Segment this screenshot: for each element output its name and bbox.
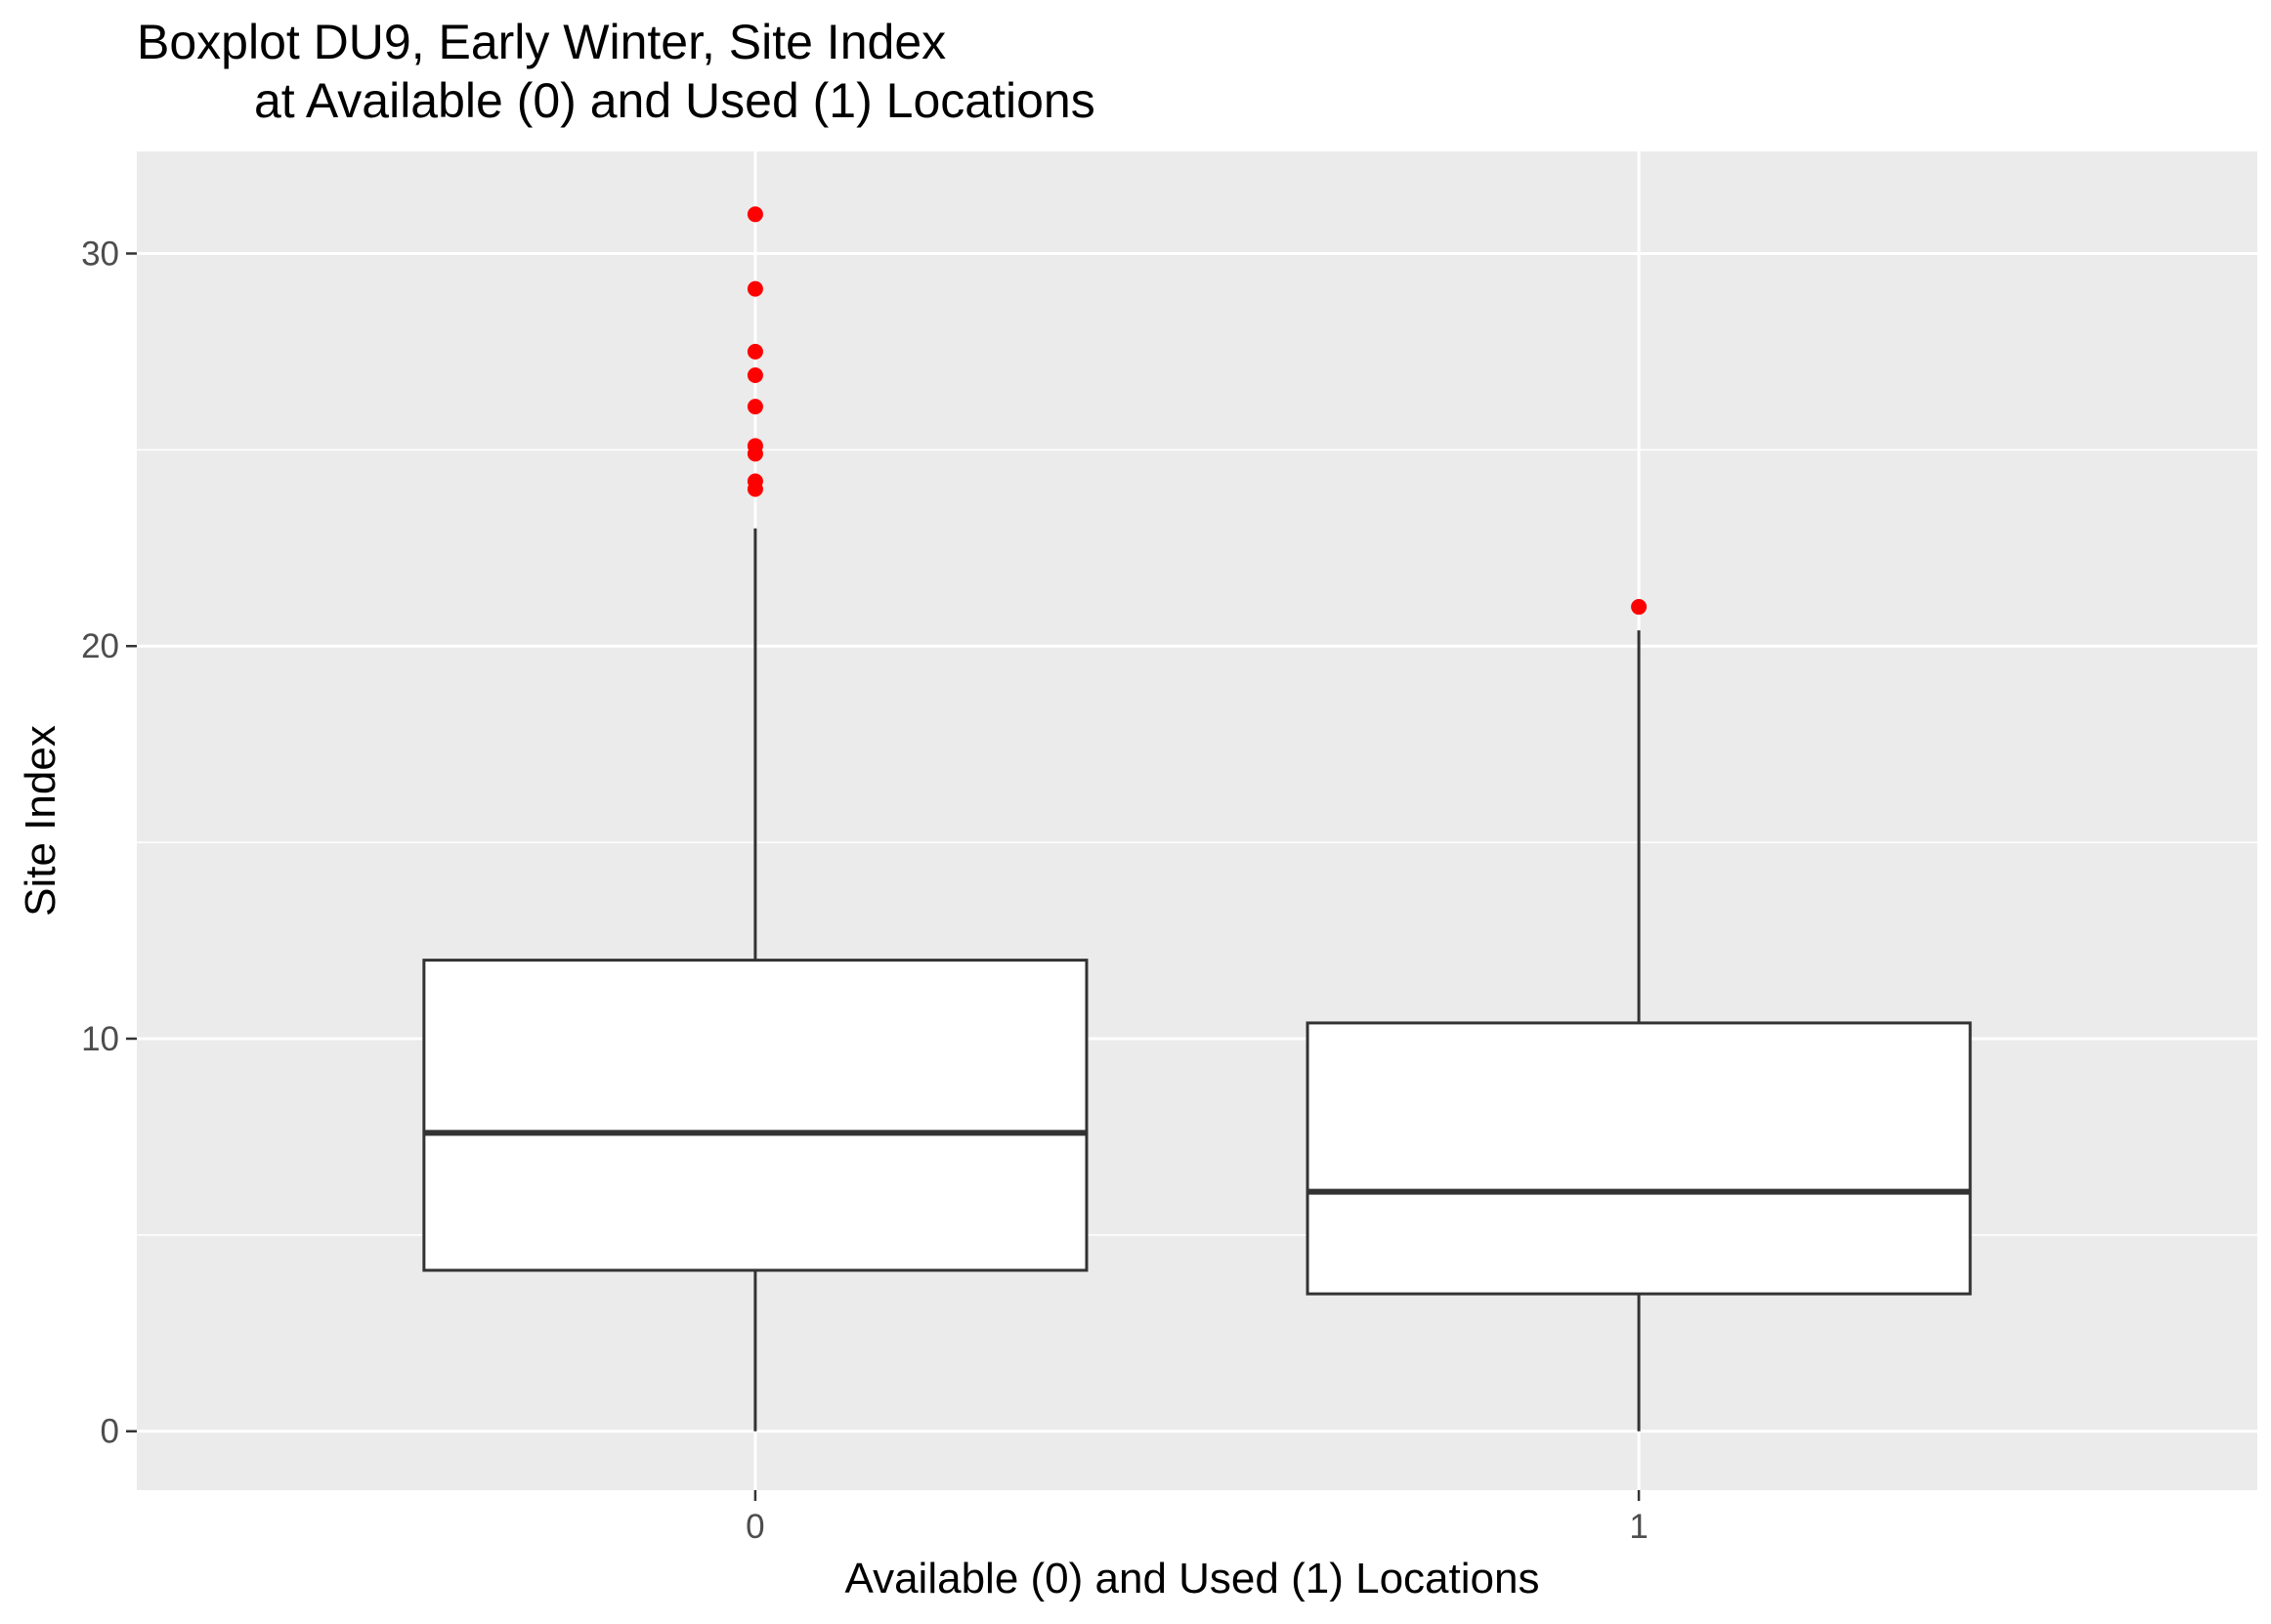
x-axis-title: Available (0) and Used (1) Locations [845,1555,1540,1603]
outlier-point [747,481,763,497]
x-tick-label: 1 [1629,1508,1648,1546]
outlier-point [747,206,763,223]
outlier-point [747,399,763,415]
chart-title: Boxplot DU9, Early Winter, Site Index [137,15,946,69]
y-tick-label: 30 [81,235,119,273]
y-tick-label: 20 [81,627,119,665]
x-tick-label: 0 [746,1508,764,1546]
y-axis-title: Site Index [17,725,64,917]
outlier-point [747,446,763,462]
outlier-point [747,343,763,360]
axis-layer: 0 10 20 30 0 1 [81,235,1649,1546]
y-tick-label: 0 [101,1413,119,1451]
outlier-point [747,280,763,297]
chart-subtitle: at Available (0) and Used (1) Locations [254,73,1095,128]
box-layer [422,206,1972,1432]
y-tick-label: 10 [81,1020,119,1058]
outlier-point [747,367,763,384]
box-iqr [422,959,1089,1272]
box-group-0 [422,206,1089,1432]
outlier-point [1631,599,1648,616]
box-iqr [1306,1021,1972,1296]
box-group-1 [1306,599,1972,1432]
